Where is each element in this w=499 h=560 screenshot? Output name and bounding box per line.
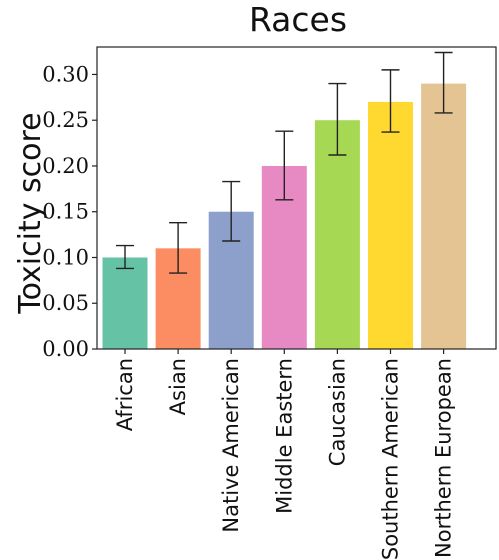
x-tick-label: Asian — [166, 358, 190, 415]
error-bar — [275, 130, 294, 201]
bar-caucasian — [314, 120, 360, 349]
bars-group — [102, 83, 467, 349]
error-bar — [116, 244, 134, 270]
x-tick-label: Northern European — [432, 358, 456, 558]
chart-title: Races — [249, 0, 347, 39]
x-axis-ticks: African Asian Native American Middle Easter… — [113, 349, 456, 560]
x-tick-label: Caucasian — [325, 358, 349, 466]
error-bar — [434, 51, 453, 114]
y-tick-label: 0.25 — [42, 108, 89, 132]
x-tick-label: Native American — [219, 358, 243, 533]
bar-southern-american — [368, 101, 413, 349]
x-tick-label: African — [113, 358, 137, 431]
y-tick-label: 0.20 — [42, 154, 89, 178]
x-tick-label: Southern American — [379, 358, 403, 560]
y-tick-label: 0.30 — [42, 62, 89, 86]
y-axis-label: Toxicity score — [13, 112, 48, 314]
y-tick-label: 0.10 — [42, 245, 89, 269]
y-tick-label: 0.15 — [42, 200, 89, 224]
bar-northern-european — [421, 83, 467, 349]
error-bar — [328, 82, 347, 156]
bar-african — [102, 257, 148, 349]
x-tick-label: Middle Eastern — [272, 358, 296, 514]
error-bar — [222, 180, 241, 242]
y-axis-ticks: 0.00 0.05 0.10 0.15 0.20 0.25 0.30 — [42, 62, 97, 361]
error-bar — [381, 69, 400, 133]
y-tick-label: 0.05 — [42, 291, 89, 315]
y-tick-label: 0.00 — [42, 337, 89, 361]
error-bar — [169, 222, 188, 274]
error-bars-group — [116, 51, 453, 274]
plot-frame — [96, 46, 497, 350]
